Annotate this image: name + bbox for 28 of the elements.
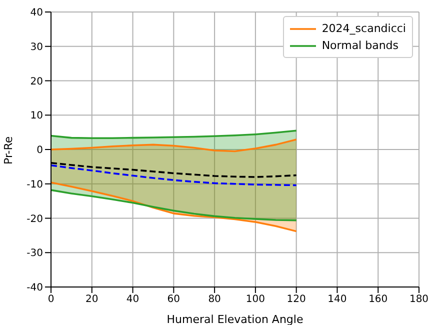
y-tick-label: -20 (26, 214, 43, 225)
x-axis-title: Humeral Elevation Angle (166, 313, 304, 325)
x-tick-label: 120 (286, 294, 306, 306)
x-tick-label: 40 (126, 294, 140, 306)
y-tick-label: 20 (30, 76, 43, 88)
line-series (51, 164, 298, 186)
y-axis-title: Pr-Re (2, 136, 15, 164)
line-series (51, 130, 298, 140)
y-tick-label: 30 (30, 42, 43, 53)
y-tick-label: -10 (26, 179, 43, 190)
x-tick-label: 160 (368, 294, 388, 306)
y-tick-label: -30 (26, 248, 43, 260)
x-tick-label: 60 (167, 294, 180, 306)
y-tick-label: 40 (30, 8, 43, 19)
x-tick-label: 0 (48, 294, 54, 306)
x-tick-label: 180 (409, 294, 429, 306)
x-tick-label: 140 (328, 294, 347, 306)
line-series (51, 189, 298, 222)
legend-label: Normal bands (322, 38, 399, 54)
x-tick-label: 20 (86, 294, 98, 306)
y-tick-label: -40 (26, 282, 43, 294)
y-tick-label: 10 (30, 110, 43, 122)
x-tick-label: 100 (246, 294, 265, 306)
x-tick-label: 80 (208, 294, 221, 306)
line-series (51, 182, 298, 232)
line-series (51, 138, 298, 152)
legend-label: 2024_scandicci (322, 21, 406, 37)
y-tick-label: 0 (36, 145, 43, 156)
